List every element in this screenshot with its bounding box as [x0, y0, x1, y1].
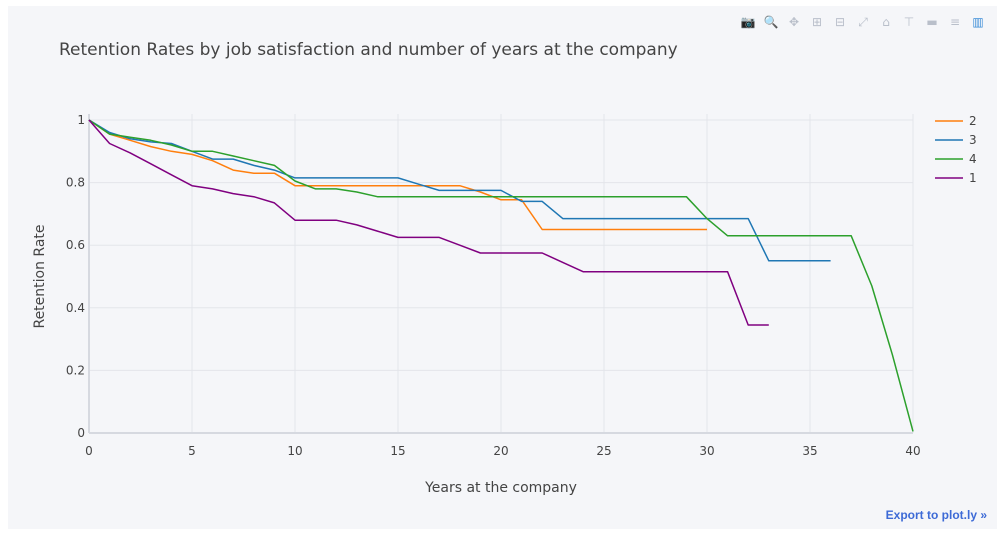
y-tick-label: 0.6 — [66, 238, 85, 252]
y-tick-label: 0.8 — [66, 176, 85, 190]
x-tick-label: 5 — [188, 444, 196, 458]
chart-title: Retention Rates by job satisfaction and … — [59, 40, 678, 60]
line-chart: Retention Rates by job satisfaction and … — [32, 40, 977, 496]
home-icon[interactable]: ⌂ — [882, 15, 890, 29]
legend-label: 2 — [969, 114, 977, 128]
x-tick-label: 20 — [493, 444, 508, 458]
modebar: 📷 🔍 ✥ ⊞ ⊟ ⤢ ⌂ ⊤ ▬ ≡ ▥ — [739, 12, 987, 32]
legend-label: 1 — [969, 171, 977, 185]
x-axis-ticks: 0 5 10 15 20 25 30 35 40 — [85, 444, 920, 458]
series-lines — [88, 119, 914, 432]
zoom-icon[interactable]: 🔍 — [763, 15, 779, 29]
y-axis-ticks: 0 0.2 0.4 0.6 0.8 1 — [66, 113, 85, 440]
x-axis-title: Years at the company — [424, 480, 577, 496]
series-line-3[interactable] — [88, 119, 831, 262]
plotly-logo-icon[interactable]: ▥ — [972, 15, 984, 29]
series-line-2[interactable] — [88, 119, 707, 231]
x-tick-label: 0 — [85, 444, 93, 458]
x-tick-label: 10 — [287, 444, 302, 458]
legend-label: 4 — [969, 152, 977, 166]
x-tick-label: 15 — [390, 444, 405, 458]
chart-frame: 📷 🔍 ✥ ⊞ ⊟ ⤢ ⌂ ⊤ ▬ ≡ ▥ Retention Rates by job satis… — [8, 6, 997, 529]
spike-lines-icon[interactable]: ⊤ — [903, 15, 915, 29]
x-tick-label: 40 — [905, 444, 920, 458]
export-to-plotly-link[interactable]: Export to plot.ly » — [885, 508, 987, 522]
series-line-4[interactable] — [88, 119, 914, 432]
x-tick-label: 30 — [699, 444, 714, 458]
camera-icon[interactable]: 📷 — [740, 15, 756, 29]
pan-icon[interactable]: ✥ — [788, 15, 800, 29]
y-axis-title: Retention Rate — [32, 224, 48, 328]
gridlines — [88, 114, 914, 434]
y-tick-label: 0 — [77, 426, 85, 440]
legend-item-3[interactable]: 3 — [935, 133, 977, 147]
autoscale-icon[interactable]: ⤢ — [858, 14, 868, 29]
legend-item-4[interactable]: 4 — [935, 152, 977, 166]
x-tick-label: 25 — [596, 444, 611, 458]
x-tick-label: 35 — [802, 444, 817, 458]
y-tick-label: 1 — [77, 113, 85, 127]
legend-item-2[interactable]: 2 — [935, 114, 977, 128]
legend-item-1[interactable]: 1 — [935, 171, 977, 185]
y-tick-label: 0.2 — [66, 363, 85, 377]
legend-label: 3 — [969, 133, 977, 147]
hover-closest-icon[interactable]: ▬ — [926, 15, 938, 29]
zoom-out-icon[interactable]: ⊟ — [834, 15, 846, 29]
series-line-1[interactable] — [88, 119, 769, 326]
hover-compare-icon[interactable]: ≡ — [949, 15, 961, 29]
y-tick-label: 0.4 — [66, 301, 85, 315]
legend[interactable]: 2 3 4 1 — [935, 114, 977, 185]
zoom-in-icon[interactable]: ⊞ — [811, 15, 823, 29]
